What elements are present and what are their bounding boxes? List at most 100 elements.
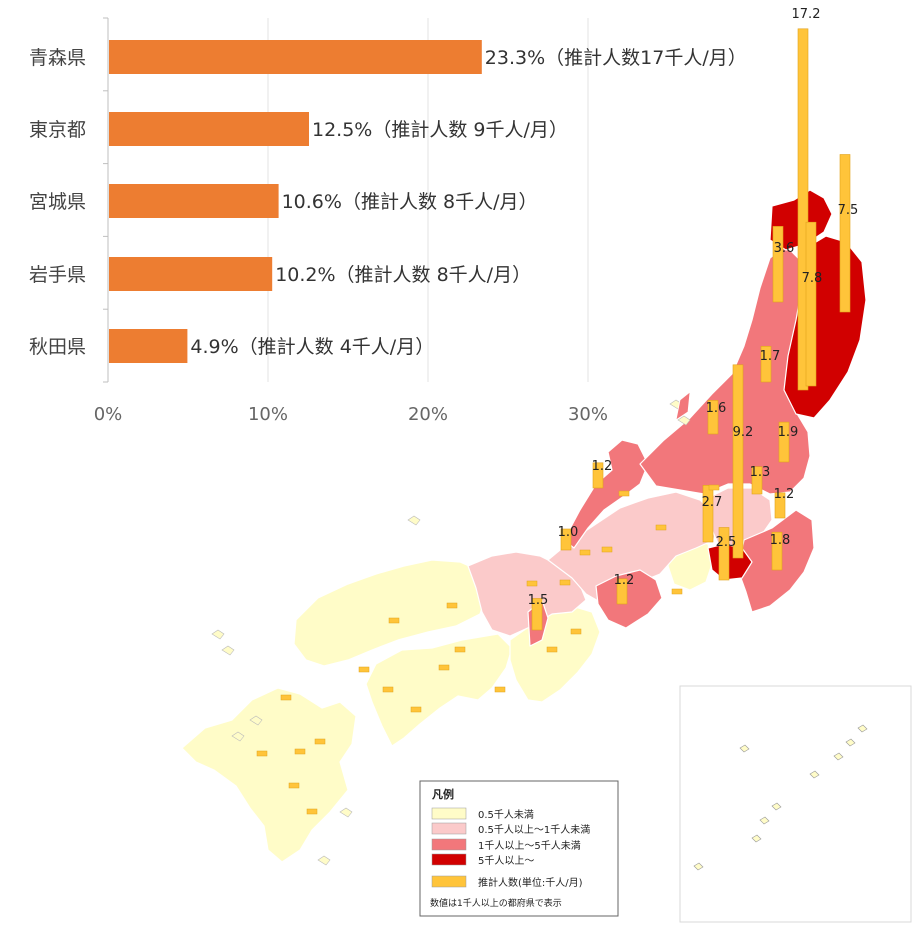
bar: [109, 112, 309, 146]
map-bar: [294, 748, 306, 755]
data-label: 10.2%（推計人数 8千人/月）: [275, 264, 531, 286]
map-bar: [601, 546, 613, 553]
map-islands: [211, 391, 691, 866]
data-label: 23.3%（推計人数17千人/月）: [485, 47, 747, 69]
inset-island: [751, 834, 762, 843]
map-legend: 凡例 0.5千人未満 0.5千人以上～1千人未満 1千人以上～5千人未満 5千人以上…: [419, 780, 619, 917]
map-bar: [708, 484, 720, 491]
map-value-label: 9.2: [733, 425, 754, 440]
map-value-label: 17.2: [792, 7, 821, 22]
legend-swatch: [431, 853, 467, 866]
map-value-label: 1.2: [614, 573, 635, 588]
inset-island: [857, 724, 868, 733]
data-label: 4.9%（推計人数 4千人/月）: [190, 336, 434, 358]
map-value-label: 1.2: [774, 487, 795, 502]
map-value-label: 1.3: [750, 465, 771, 480]
region-kyushu: [181, 687, 357, 863]
map-bar: [797, 28, 809, 391]
region-aichi: [595, 569, 663, 629]
map-bar: [559, 579, 571, 586]
map-regions: [181, 189, 867, 863]
inset-island: [833, 752, 844, 761]
inset-island: [739, 744, 750, 753]
legend-note: 数値は1千人以上の都府県で表示: [430, 897, 562, 909]
legend-label: 0.5千人未満: [478, 809, 534, 821]
region-shikoku: [365, 633, 513, 747]
okinawa-inset: [679, 685, 912, 923]
inset-frame: [679, 685, 912, 923]
category-label: 岩手県: [29, 264, 86, 286]
map-value-label: 1.5: [528, 593, 549, 608]
data-label: 10.6%（推計人数 8千人/月）: [282, 191, 538, 213]
legend-items: 0.5千人未満 0.5千人以上～1千人未満 1千人以上～5千人未満 5千人以上～ 推計…: [431, 807, 590, 889]
map-bar: [546, 646, 558, 653]
inset-island: [809, 770, 820, 779]
legend-label: 0.5千人以上～1千人未満: [478, 824, 590, 836]
legend-label: 5千人以上～: [478, 855, 534, 867]
x-tick-label: 0%: [94, 404, 123, 425]
category-label: 宮城県: [29, 191, 86, 213]
map-value-label: 1.9: [778, 425, 799, 440]
map-value-label: 3.6: [774, 241, 795, 256]
map-value-label: 1.6: [706, 401, 727, 416]
inset-island: [845, 738, 856, 747]
map-bar: [314, 738, 326, 745]
bar-chart-data-labels: 23.3%（推計人数17千人/月） 12.5%（推計人数 9千人/月） 10.6%（…: [190, 47, 746, 358]
legend-swatch: [431, 822, 467, 835]
map-value-label: 7.5: [838, 203, 859, 218]
map-bar: [655, 524, 667, 531]
map-bar: [306, 808, 318, 815]
map-value-label: 2.5: [716, 535, 737, 550]
map-value-label: 2.7: [702, 495, 723, 510]
inset-island: [771, 802, 782, 811]
bar: [109, 40, 482, 74]
map-bar: [671, 588, 683, 595]
map-bar: [388, 617, 400, 624]
island: [339, 807, 353, 818]
bar-chart-bars: [109, 40, 482, 363]
legend-label: 1千人以上～5千人未満: [478, 840, 581, 852]
inset-island: [693, 862, 704, 871]
inset-island: [759, 816, 770, 825]
legend-label: 推計人数(単位:千人/月): [478, 876, 583, 889]
legend-swatch: [431, 807, 467, 820]
legend-title: 凡例: [432, 787, 454, 801]
region-kinki-north: [467, 551, 587, 637]
japan-map: 17.27.53.67.81.71.69.2 1.91.31.21.22.71.0…: [181, 7, 912, 923]
island: [249, 715, 263, 726]
map-value-labels: 17.27.53.67.81.71.69.2 1.91.31.21.22.71.0…: [528, 7, 859, 608]
map-bar: [702, 484, 714, 543]
map-bar: [774, 492, 786, 519]
map-bar: [288, 782, 300, 789]
map-bar: [570, 628, 582, 635]
map-bar: [358, 666, 370, 673]
map-bar: [531, 598, 543, 631]
map-bar: [438, 664, 450, 671]
map-bar: [778, 421, 790, 463]
island-sado: [675, 391, 691, 421]
map-bar: [760, 345, 772, 383]
island: [211, 629, 225, 640]
map-value-label: 7.8: [802, 271, 823, 286]
region-chugoku: [293, 559, 487, 667]
x-tick-label: 10%: [248, 404, 288, 425]
map-bars: [256, 28, 851, 815]
bar-chart-x-ticks: 0% 10% 20% 30%: [94, 404, 608, 425]
map-bar: [410, 706, 422, 713]
map-bar: [256, 750, 268, 757]
category-label: 秋田県: [29, 336, 86, 358]
x-tick-label: 30%: [568, 404, 608, 425]
map-bar: [805, 221, 817, 387]
map-bar: [382, 686, 394, 693]
map-value-label: 1.8: [770, 533, 791, 548]
map-bar: [732, 364, 744, 559]
map-bar: [560, 528, 572, 551]
island: [317, 855, 331, 866]
data-label: 12.5%（推計人数 9千人/月）: [312, 119, 568, 141]
map-bar: [526, 580, 538, 587]
map-value-label: 1.7: [760, 349, 781, 364]
map-bar: [446, 602, 458, 609]
